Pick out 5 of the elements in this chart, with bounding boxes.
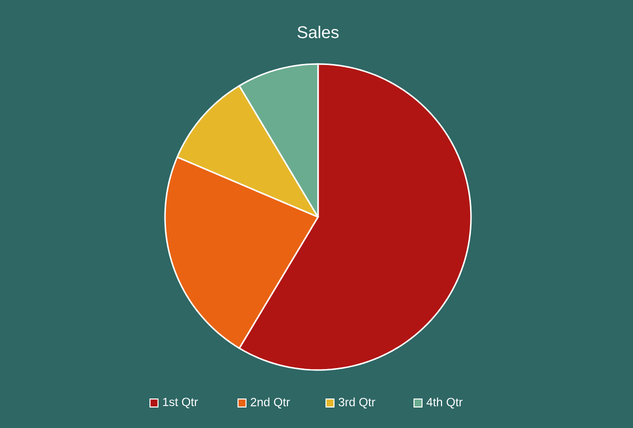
legend-label: 4th Qtr bbox=[426, 398, 463, 408]
chart-title: Sales bbox=[298, 26, 339, 38]
legend-label: 1st Qtr bbox=[163, 398, 198, 408]
legend-label: 3rd Qtr bbox=[338, 398, 376, 408]
legend-label: 2nd Qtr bbox=[250, 398, 290, 408]
